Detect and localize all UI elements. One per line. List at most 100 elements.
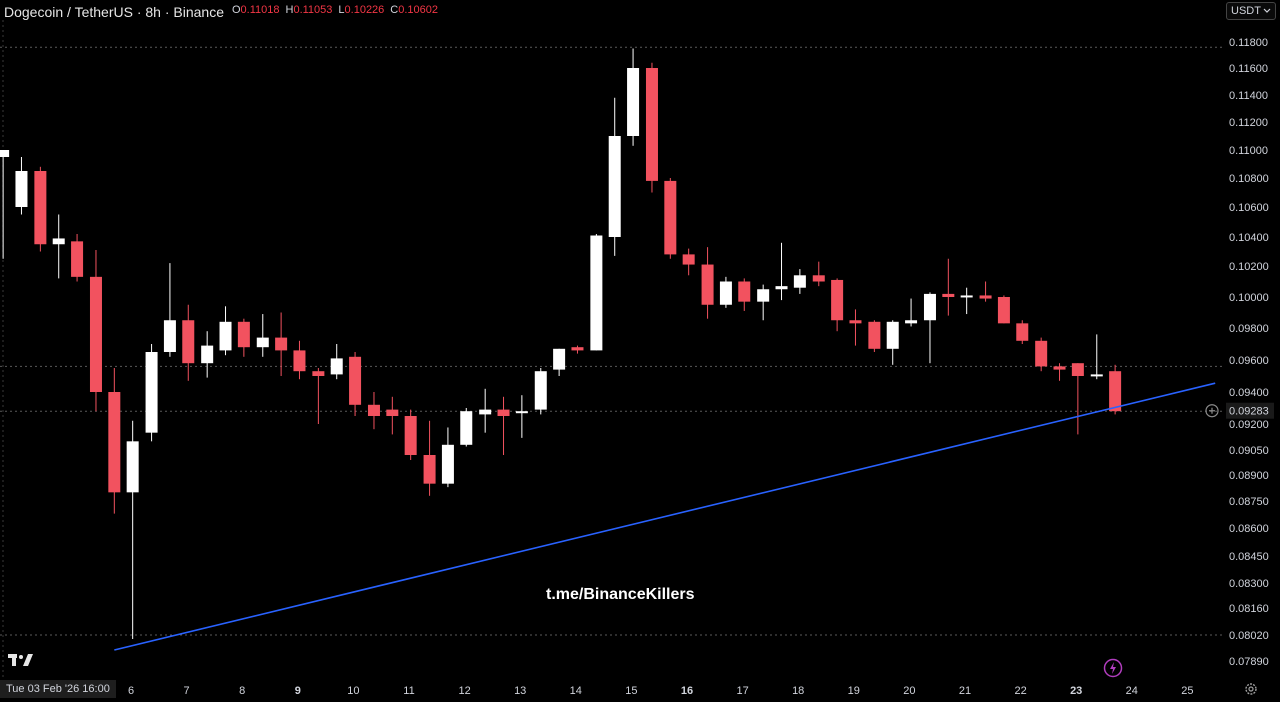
currency-select-value: USDT (1231, 5, 1261, 17)
open-label: O (231, 4, 241, 16)
current-price-tag (1226, 402, 1274, 419)
chevron-down-icon (1263, 8, 1271, 13)
x-axis-tick-label: 24 (1126, 685, 1138, 697)
y-axis-tick-label: 0.11400 (1229, 90, 1268, 102)
candle-body (71, 241, 84, 277)
x-axis-tick-label: 18 (792, 685, 804, 697)
x-axis-tick-label: 11 (403, 685, 414, 697)
candle-body (701, 264, 714, 305)
candle-body (571, 347, 584, 351)
candle-body (682, 254, 695, 265)
candle-body (627, 68, 640, 136)
y-axis-tick-label: 0.09400 (1229, 387, 1269, 399)
candle-body (441, 444, 454, 484)
y-axis-tick-label: 0.08900 (1229, 470, 1269, 482)
x-axis-tick-label: 7 (184, 685, 190, 697)
candle-body (1090, 374, 1103, 377)
candle-body (108, 392, 121, 493)
plus-icon-cross (1209, 407, 1215, 414)
candle-body (52, 238, 65, 245)
candle-body (1035, 340, 1048, 367)
close-label: C (390, 4, 399, 16)
low-label: L (338, 4, 345, 16)
candle-body (608, 136, 621, 237)
candle-body (404, 416, 417, 455)
candle-body (237, 321, 250, 348)
symbol-title[interactable]: Dogecoin / TetherUS · 8h · Binance (4, 4, 224, 20)
candle-body (664, 180, 677, 255)
y-axis-tick-label: 0.11000 (1229, 145, 1268, 157)
candle-body (386, 409, 399, 416)
open-value: 0.11018 (240, 4, 280, 16)
y-axis-tick-label: 0.11800 (1229, 37, 1268, 49)
x-axis-tick-label: 13 (514, 685, 526, 697)
candle-body (515, 411, 528, 414)
y-axis-tick-label: 0.10400 (1229, 232, 1269, 244)
candle-body (349, 356, 362, 405)
candle-body (793, 275, 806, 288)
x-axis-tick-label: 25 (1181, 685, 1193, 697)
bolt-icon[interactable] (1103, 658, 1123, 678)
y-axis-tick-label: 0.08750 (1229, 496, 1269, 508)
candle-body (960, 295, 973, 298)
x-axis-tick-label: 6 (128, 685, 134, 697)
candle-body (293, 350, 306, 372)
plus-circle-icon (1205, 404, 1219, 418)
y-axis-tick-label: 0.08300 (1229, 578, 1269, 590)
candle-body (497, 409, 510, 416)
x-axis-tick-label: 10 (347, 685, 359, 697)
candle-body (1016, 323, 1029, 341)
y-axis-tick-label: 0.11600 (1229, 63, 1268, 75)
candle-body (34, 171, 47, 245)
candle-body (15, 171, 28, 207)
candle-body (145, 352, 158, 433)
x-axis-tick-label: 20 (903, 685, 915, 697)
y-axis-tick-label: 0.08450 (1229, 551, 1269, 563)
candle-body (423, 455, 436, 484)
y-axis-tick-label: 0.09050 (1229, 445, 1269, 457)
y-axis-tick-label: 0.09600 (1229, 355, 1269, 367)
candle-body (757, 289, 770, 302)
y-axis-tick-label: 0.08160 (1229, 603, 1269, 615)
candle-body (219, 321, 232, 351)
tradingview-logo-icon[interactable] (8, 652, 34, 668)
candle-body (849, 320, 862, 324)
x-axis-tick-label: 14 (570, 685, 582, 697)
y-axis-tick-label: 0.11200 (1229, 117, 1268, 129)
y-axis-tick-label: 0.10000 (1229, 292, 1269, 304)
gear-icon[interactable] (1244, 682, 1258, 696)
candle-body (182, 320, 195, 364)
candle-body (0, 150, 10, 157)
y-axis-tick-label: 0.09200 (1229, 419, 1269, 431)
candle-body (1053, 366, 1066, 370)
current-price-label: 0.09283 (1229, 406, 1269, 418)
x-axis-tick-label: 12 (458, 685, 470, 697)
y-axis-tick-label: 0.10200 (1229, 261, 1269, 273)
candle-body (886, 321, 899, 349)
close-value: 0.10602 (398, 4, 439, 16)
candle-body (479, 409, 492, 415)
candle-body (460, 411, 473, 445)
candle-body (997, 297, 1010, 324)
candle-body (979, 295, 992, 299)
x-axis-tick-label: 9 (295, 685, 301, 697)
y-axis-tick-label: 0.10600 (1229, 202, 1269, 214)
currency-select[interactable]: USDT (1226, 2, 1276, 20)
candle-body (923, 293, 936, 321)
x-axis-tick-label: 16 (681, 685, 693, 697)
high-value: 0.11053 (293, 4, 333, 16)
candle-body (1109, 371, 1122, 412)
low-value: 0.10226 (344, 4, 385, 16)
ohlc-legend: O0.11018 H0.11053 L0.10226 C0.10602 (232, 4, 438, 20)
candle-body (553, 348, 566, 370)
candle-body (367, 404, 380, 416)
high-label: H (285, 4, 294, 16)
candle-body (256, 337, 269, 348)
candle-body (1071, 363, 1084, 376)
crosshair-date-badge: Tue 03 Feb '26 16:00 (0, 680, 116, 698)
y-axis-tick-label: 0.08600 (1229, 523, 1269, 535)
candle-body (719, 281, 732, 305)
candle-body (163, 320, 176, 352)
candle-body (275, 337, 288, 351)
